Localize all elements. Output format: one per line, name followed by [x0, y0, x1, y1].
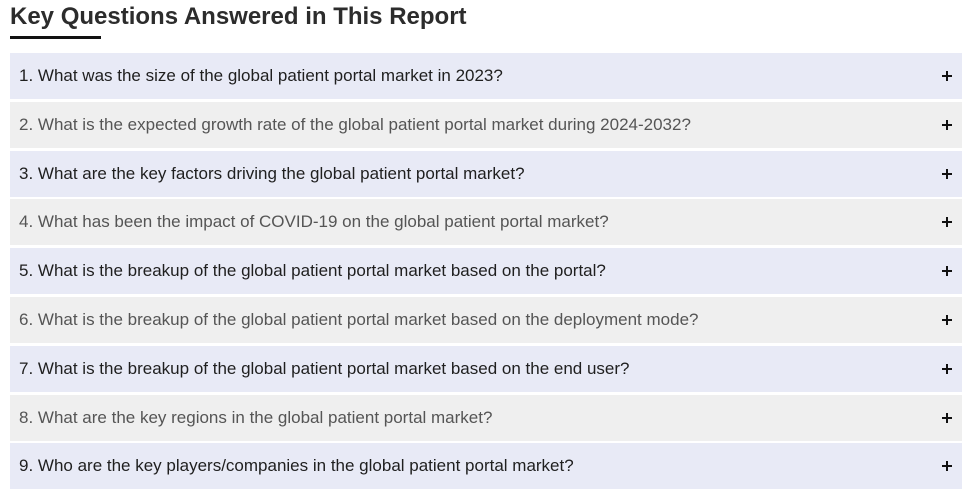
plus-icon[interactable] [939, 410, 955, 426]
plus-icon[interactable] [939, 263, 955, 279]
faq-item-8[interactable]: 8. What are the key regions in the globa… [10, 394, 962, 441]
faq-question: 6. What is the breakup of the global pat… [19, 309, 699, 329]
faq-item-5[interactable]: 5. What is the breakup of the global pat… [10, 248, 962, 295]
faq-question: 5. What is the breakup of the global pat… [19, 261, 606, 281]
plus-icon[interactable] [939, 458, 955, 474]
faq-question: 4. What has been the impact of COVID-19 … [19, 212, 609, 232]
faq-item-9[interactable]: 9. Who are the key players/companies in … [10, 443, 962, 490]
plus-icon[interactable] [939, 117, 955, 133]
faq-item-2[interactable]: 2. What is the expected growth rate of t… [10, 101, 962, 148]
plus-icon[interactable] [939, 68, 955, 84]
plus-icon[interactable] [939, 361, 955, 377]
plus-icon[interactable] [939, 312, 955, 328]
faq-question: 2. What is the expected growth rate of t… [19, 114, 691, 134]
faq-item-3[interactable]: 3. What are the key factors driving the … [10, 150, 962, 197]
plus-icon[interactable] [939, 214, 955, 230]
section-heading: Key Questions Answered in This Report [10, 3, 467, 30]
faq-question: 9. Who are the key players/companies in … [19, 456, 574, 476]
faq-question: 3. What are the key factors driving the … [19, 163, 525, 183]
faq-item-7[interactable]: 7. What is the breakup of the global pat… [10, 345, 962, 392]
heading-underline [10, 36, 101, 39]
faq-question: 1. What was the size of the global patie… [19, 66, 503, 85]
faq-question: 8. What are the key regions in the globa… [19, 407, 493, 427]
faq-item-4[interactable]: 4. What has been the impact of COVID-19 … [10, 199, 962, 246]
plus-icon[interactable] [939, 166, 955, 182]
faq-item-1[interactable]: 1. What was the size of the global patie… [10, 53, 962, 99]
faq-item-6[interactable]: 6. What is the breakup of the global pat… [10, 296, 962, 343]
faq-question: 7. What is the breakup of the global pat… [19, 358, 630, 378]
faq-accordion: 1. What was the size of the global patie… [10, 53, 962, 492]
